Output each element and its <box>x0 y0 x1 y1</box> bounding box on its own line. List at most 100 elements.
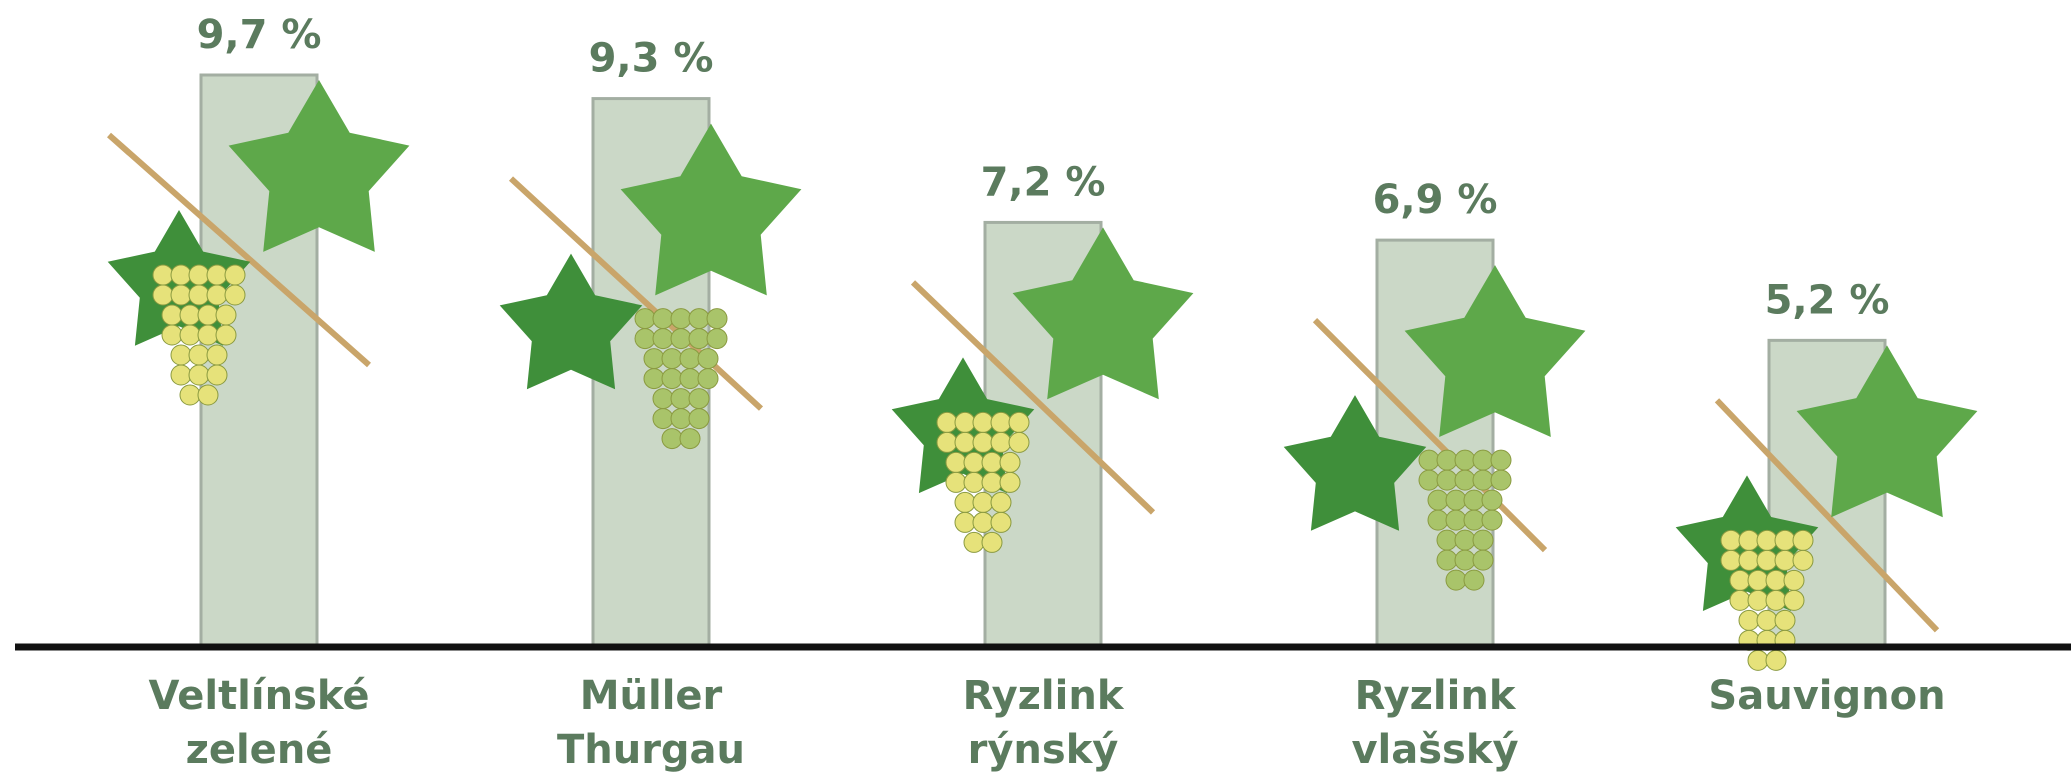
grape <box>1464 510 1484 530</box>
grape <box>1482 490 1502 510</box>
grape <box>680 429 700 449</box>
x-tick-label: vlašský <box>1351 727 1518 773</box>
grape <box>1446 510 1466 530</box>
grape <box>1437 530 1457 550</box>
grape <box>1491 470 1511 490</box>
grape <box>1784 590 1804 610</box>
grape <box>1473 550 1493 570</box>
grape <box>1757 610 1777 630</box>
grape <box>171 365 191 385</box>
grape <box>1428 490 1448 510</box>
grape <box>198 305 218 325</box>
grape <box>671 309 691 329</box>
grape <box>216 305 236 325</box>
grape <box>180 325 200 345</box>
grape <box>162 305 182 325</box>
grape <box>955 492 975 512</box>
grape <box>689 329 709 349</box>
grape <box>1437 550 1457 570</box>
chart: 9,7 %Veltlínskézelené9,3 %MüllerThurgau7… <box>0 0 2071 779</box>
grape <box>662 349 682 369</box>
x-tick-label: Ryzlink <box>1355 673 1517 719</box>
grape <box>1482 510 1502 530</box>
grape <box>1793 550 1813 570</box>
grape <box>1775 530 1795 550</box>
grape <box>653 409 673 429</box>
grape <box>1000 452 1020 472</box>
grape <box>635 309 655 329</box>
grape <box>946 452 966 472</box>
grape <box>1721 530 1741 550</box>
grape <box>1455 550 1475 570</box>
grape <box>1009 432 1029 452</box>
grape <box>162 325 182 345</box>
grape <box>1730 570 1750 590</box>
grape <box>216 325 236 345</box>
grape <box>973 412 993 432</box>
x-tick-label: Ryzlink <box>963 673 1125 719</box>
grape <box>189 345 209 365</box>
grape <box>689 389 709 409</box>
grape <box>1748 570 1768 590</box>
grape <box>689 409 709 429</box>
grape <box>982 532 1002 552</box>
value-label: 9,7 % <box>197 12 322 58</box>
grape <box>955 432 975 452</box>
value-label: 5,2 % <box>1765 277 1890 323</box>
grape <box>1721 550 1741 570</box>
grape <box>698 369 718 389</box>
grape <box>1775 610 1795 630</box>
grape <box>1446 490 1466 510</box>
grape <box>1775 550 1795 570</box>
grape <box>955 512 975 532</box>
grape <box>225 285 245 305</box>
grape <box>991 492 1011 512</box>
grape <box>671 329 691 349</box>
grape <box>1000 472 1020 492</box>
grape <box>662 369 682 389</box>
grape <box>1455 470 1475 490</box>
grape <box>207 345 227 365</box>
grape <box>1437 470 1457 490</box>
grape <box>1455 450 1475 470</box>
grape <box>1730 590 1750 610</box>
grape <box>1473 470 1493 490</box>
grape <box>189 265 209 285</box>
grape <box>671 389 691 409</box>
grape <box>946 472 966 492</box>
grape <box>973 432 993 452</box>
grape <box>1757 530 1777 550</box>
grape <box>644 369 664 389</box>
value-label: 6,9 % <box>1373 177 1498 223</box>
grape <box>1766 590 1786 610</box>
grape <box>1428 510 1448 530</box>
grape <box>1455 530 1475 550</box>
grape <box>1009 412 1029 432</box>
grape <box>1419 450 1439 470</box>
grape <box>653 329 673 349</box>
grape <box>982 472 1002 492</box>
x-tick-label: Sauvignon <box>1708 673 1945 719</box>
grape <box>1784 570 1804 590</box>
grape <box>1419 470 1439 490</box>
grape <box>955 412 975 432</box>
grape <box>207 265 227 285</box>
grape <box>1748 590 1768 610</box>
grape <box>964 452 984 472</box>
grape <box>1464 490 1484 510</box>
grape <box>991 432 1011 452</box>
value-label: 9,3 % <box>589 36 714 82</box>
grape <box>662 429 682 449</box>
grape <box>171 345 191 365</box>
grape <box>973 512 993 532</box>
x-tick-label: zelené <box>186 727 333 773</box>
grape <box>1793 530 1813 550</box>
grape <box>635 329 655 349</box>
grape <box>153 265 173 285</box>
grape <box>171 265 191 285</box>
value-label: 7,2 % <box>981 159 1106 205</box>
grape <box>1766 650 1786 670</box>
grape <box>964 532 984 552</box>
grape <box>153 285 173 305</box>
grape <box>207 365 227 385</box>
